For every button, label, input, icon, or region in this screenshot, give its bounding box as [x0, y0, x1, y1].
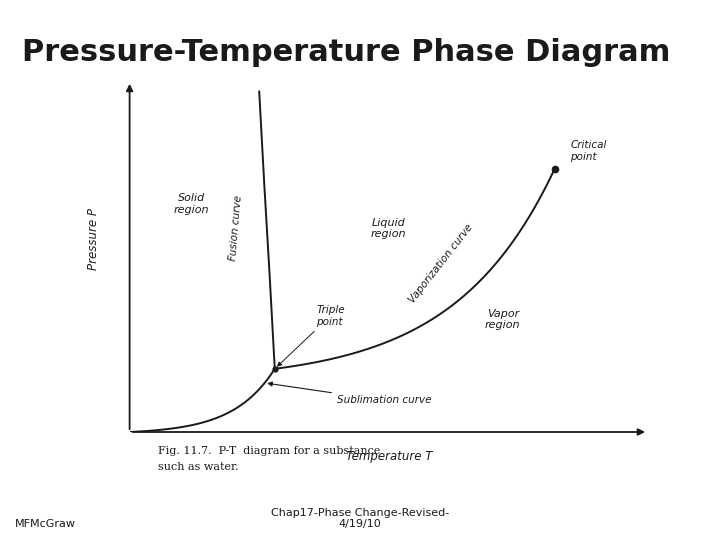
Text: Temperature T: Temperature T: [346, 450, 432, 463]
Text: Triple
point: Triple point: [277, 305, 345, 366]
Text: Liquid
region: Liquid region: [371, 218, 407, 239]
Text: Pressure-Temperature Phase Diagram: Pressure-Temperature Phase Diagram: [22, 38, 670, 67]
Text: Fusion curve: Fusion curve: [228, 195, 244, 262]
Text: Vapor
region: Vapor region: [485, 309, 521, 330]
Text: Critical
point: Critical point: [570, 140, 607, 161]
Text: MFMcGraw: MFMcGraw: [14, 519, 76, 529]
Text: Sublimation curve: Sublimation curve: [269, 382, 431, 406]
Text: such as water.: such as water.: [158, 462, 239, 472]
Text: Vaporization curve: Vaporization curve: [407, 222, 474, 305]
Text: Pressure P: Pressure P: [87, 208, 100, 270]
Text: Chap17-Phase Change-Revised-
4/19/10: Chap17-Phase Change-Revised- 4/19/10: [271, 508, 449, 529]
Text: Fig. 11.7.  P-T  diagram for a substance: Fig. 11.7. P-T diagram for a substance: [158, 446, 381, 456]
Text: Solid
region: Solid region: [174, 193, 210, 214]
